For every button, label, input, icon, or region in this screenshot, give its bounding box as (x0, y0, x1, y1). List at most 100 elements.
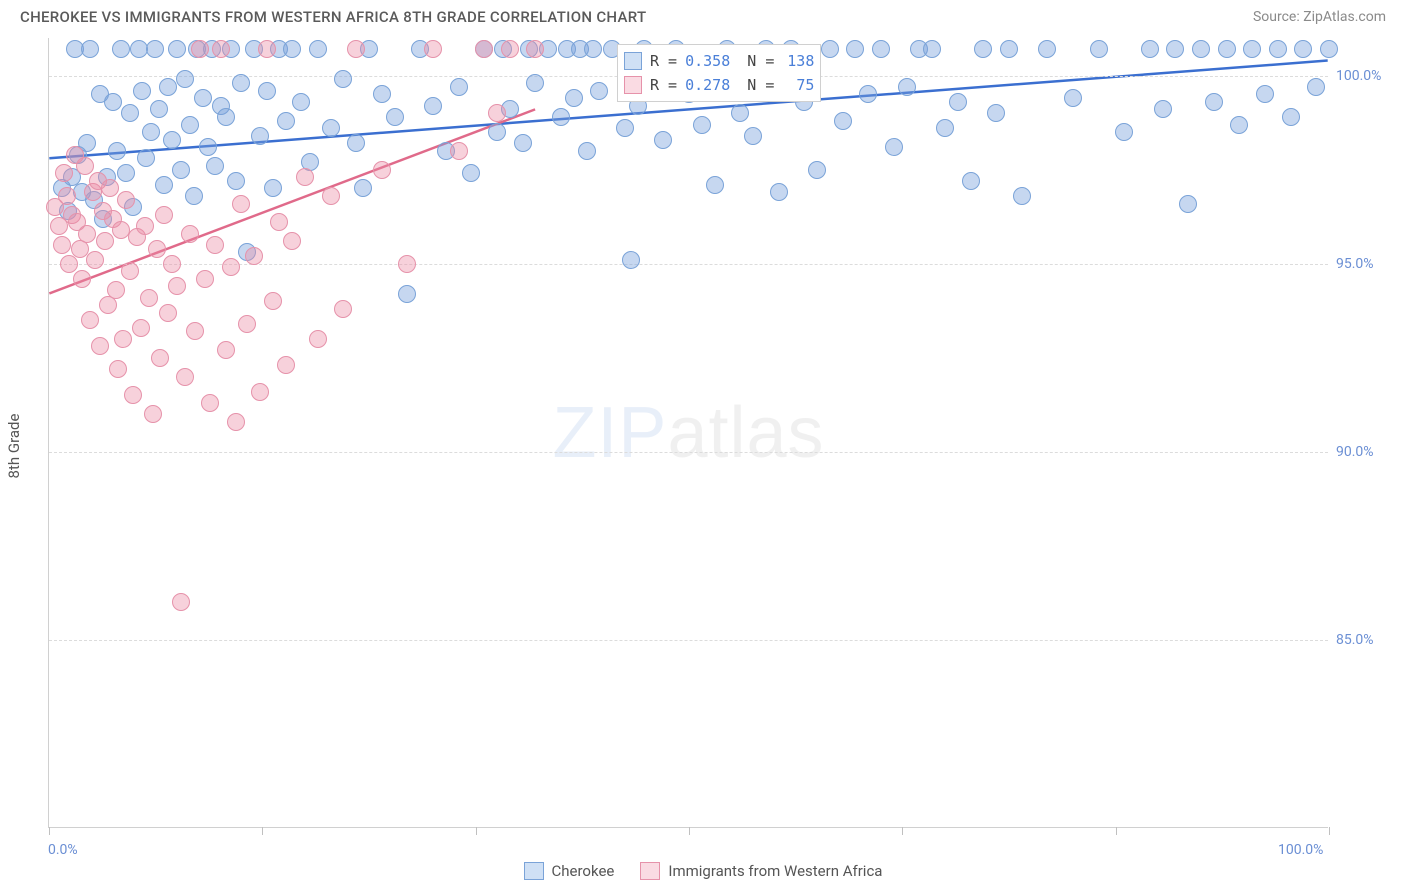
stats-swatch-cherokee (624, 52, 642, 70)
scatter-point-cherokee (232, 74, 250, 92)
scatter-point-cherokee (552, 108, 570, 126)
scatter-point-immigrants (475, 40, 493, 58)
scatter-point-cherokee (565, 89, 583, 107)
scatter-point-cherokee (347, 134, 365, 152)
scatter-point-cherokee (168, 40, 186, 58)
scatter-point-cherokee (1166, 40, 1184, 58)
scatter-point-immigrants (159, 304, 177, 322)
scatter-point-cherokee (450, 78, 468, 96)
scatter-point-immigrants (232, 195, 250, 213)
scatter-point-cherokee (159, 78, 177, 96)
scatter-point-cherokee (398, 285, 416, 303)
scatter-point-cherokee (142, 123, 160, 141)
scatter-point-immigrants (334, 300, 352, 318)
stats-box: R =0.358 N =138R =0.278 N =75 (617, 44, 821, 102)
scatter-point-cherokee (654, 131, 672, 149)
scatter-point-immigrants (86, 251, 104, 269)
scatter-point-cherokee (283, 40, 301, 58)
x-axis-max-label: 100.0% (1278, 842, 1323, 858)
scatter-point-cherokee (1090, 40, 1108, 58)
scatter-point-immigrants (488, 104, 506, 122)
scatter-point-immigrants (121, 262, 139, 280)
scatter-point-cherokee (770, 183, 788, 201)
scatter-point-cherokee (194, 89, 212, 107)
scatter-point-cherokee (185, 187, 203, 205)
scatter-point-cherokee (1064, 89, 1082, 107)
scatter-point-immigrants (60, 255, 78, 273)
scatter-point-cherokee (1243, 40, 1261, 58)
chart-title: CHEROKEE VS IMMIGRANTS FROM WESTERN AFRI… (20, 8, 646, 26)
scatter-point-cherokee (1179, 195, 1197, 213)
scatter-point-immigrants (53, 236, 71, 254)
scatter-point-cherokee (1294, 40, 1312, 58)
scatter-point-immigrants (140, 289, 158, 307)
gridline-h (49, 264, 1328, 265)
legend-item-immigrants: Immigrants from Western Africa (640, 862, 882, 880)
scatter-point-cherokee (590, 82, 608, 100)
scatter-point-cherokee (155, 176, 173, 194)
scatter-point-cherokee (227, 172, 245, 190)
scatter-point-cherokee (622, 251, 640, 269)
scatter-point-cherokee (821, 40, 839, 58)
stats-r-label: R = (650, 73, 677, 97)
scatter-point-immigrants (212, 40, 230, 58)
scatter-point-cherokee (1038, 40, 1056, 58)
stats-r-value: 0.358 (685, 49, 730, 73)
scatter-point-cherokee (859, 85, 877, 103)
scatter-point-cherokee (81, 40, 99, 58)
scatter-point-immigrants (132, 319, 150, 337)
legend-label: Cherokee (552, 862, 615, 880)
scatter-point-immigrants (196, 270, 214, 288)
scatter-point-cherokee (974, 40, 992, 58)
scatter-point-immigrants (109, 360, 127, 378)
scatter-point-immigrants (151, 349, 169, 367)
y-axis-title: 8th Grade (5, 414, 23, 479)
scatter-point-immigrants (78, 225, 96, 243)
scatter-point-immigrants (148, 240, 166, 258)
scatter-point-cherokee (808, 161, 826, 179)
scatter-point-immigrants (322, 187, 340, 205)
scatter-point-immigrants (309, 330, 327, 348)
scatter-point-immigrants (73, 270, 91, 288)
scatter-point-cherokee (112, 40, 130, 58)
scatter-point-immigrants (283, 232, 301, 250)
scatter-point-cherokee (117, 164, 135, 182)
scatter-point-cherokee (846, 40, 864, 58)
scatter-point-immigrants (58, 187, 76, 205)
stats-r-value: 0.278 (685, 73, 730, 97)
watermark: ZIPatlas (552, 392, 824, 474)
scatter-point-cherokee (731, 104, 749, 122)
scatter-point-cherokee (1256, 85, 1274, 103)
scatter-point-immigrants (136, 217, 154, 235)
scatter-point-cherokee (1282, 108, 1300, 126)
scatter-point-immigrants (398, 255, 416, 273)
scatter-point-cherokee (424, 97, 442, 115)
stats-n-value: 75 (782, 73, 814, 97)
scatter-point-cherokee (514, 134, 532, 152)
stats-n-value: 138 (782, 49, 814, 73)
scatter-point-immigrants (373, 161, 391, 179)
scatter-point-immigrants (450, 142, 468, 160)
scatter-point-immigrants (96, 232, 114, 250)
scatter-point-immigrants (112, 221, 130, 239)
x-tick (902, 827, 903, 835)
scatter-point-cherokee (104, 93, 122, 111)
scatter-point-cherokee (1218, 40, 1236, 58)
scatter-point-cherokee (1013, 187, 1031, 205)
legend-item-cherokee: Cherokee (524, 862, 615, 880)
y-tick-label: 90.0% (1336, 444, 1406, 460)
scatter-point-immigrants (163, 255, 181, 273)
scatter-point-cherokee (206, 157, 224, 175)
scatter-point-immigrants (114, 330, 132, 348)
scatter-point-cherokee (150, 100, 168, 118)
legend-swatch-cherokee (524, 862, 544, 880)
scatter-point-cherokee (137, 149, 155, 167)
scatter-point-immigrants (277, 356, 295, 374)
scatter-point-cherokee (386, 108, 404, 126)
stats-n-label: N = (738, 73, 774, 97)
stats-swatch-immigrants (624, 76, 642, 94)
scatter-point-immigrants (176, 368, 194, 386)
x-axis-min-label: 0.0% (48, 842, 78, 858)
scatter-point-cherokee (936, 119, 954, 137)
scatter-point-immigrants (296, 168, 314, 186)
